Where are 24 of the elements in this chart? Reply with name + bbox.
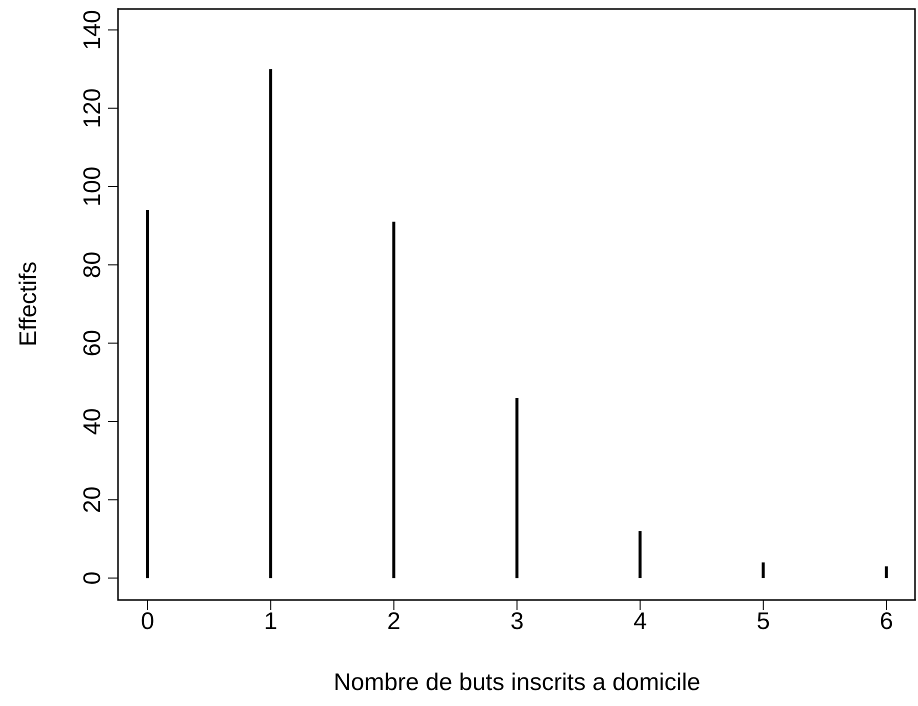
bar [515,398,518,578]
bar [884,566,888,578]
x-tick-label: 2 [387,608,401,636]
y-tick-label: 0 [79,571,106,585]
x-axis-title: Nombre de buts inscrits a domicile [334,669,700,696]
x-tick-label: 1 [264,608,278,636]
y-tick-label: 80 [79,251,106,278]
y-tick-label: 120 [79,88,106,128]
x-tick-label: 6 [880,608,894,636]
bar [146,210,149,578]
x-tick-label: 3 [510,608,524,636]
y-tick-label: 60 [79,330,106,357]
y-tick-label: 20 [79,486,106,514]
x-tick-label: 0 [140,608,154,636]
bar [269,69,272,578]
y-tick-label: 140 [79,10,106,50]
x-tick-label: 5 [756,608,770,636]
y-axis-title: Effectifs [15,262,42,346]
y-tick-label: 100 [79,166,106,207]
bar [762,562,765,578]
y-tick-label: 40 [79,408,106,435]
bar [392,222,396,578]
x-tick-label: 4 [633,608,647,636]
bar [638,531,642,578]
